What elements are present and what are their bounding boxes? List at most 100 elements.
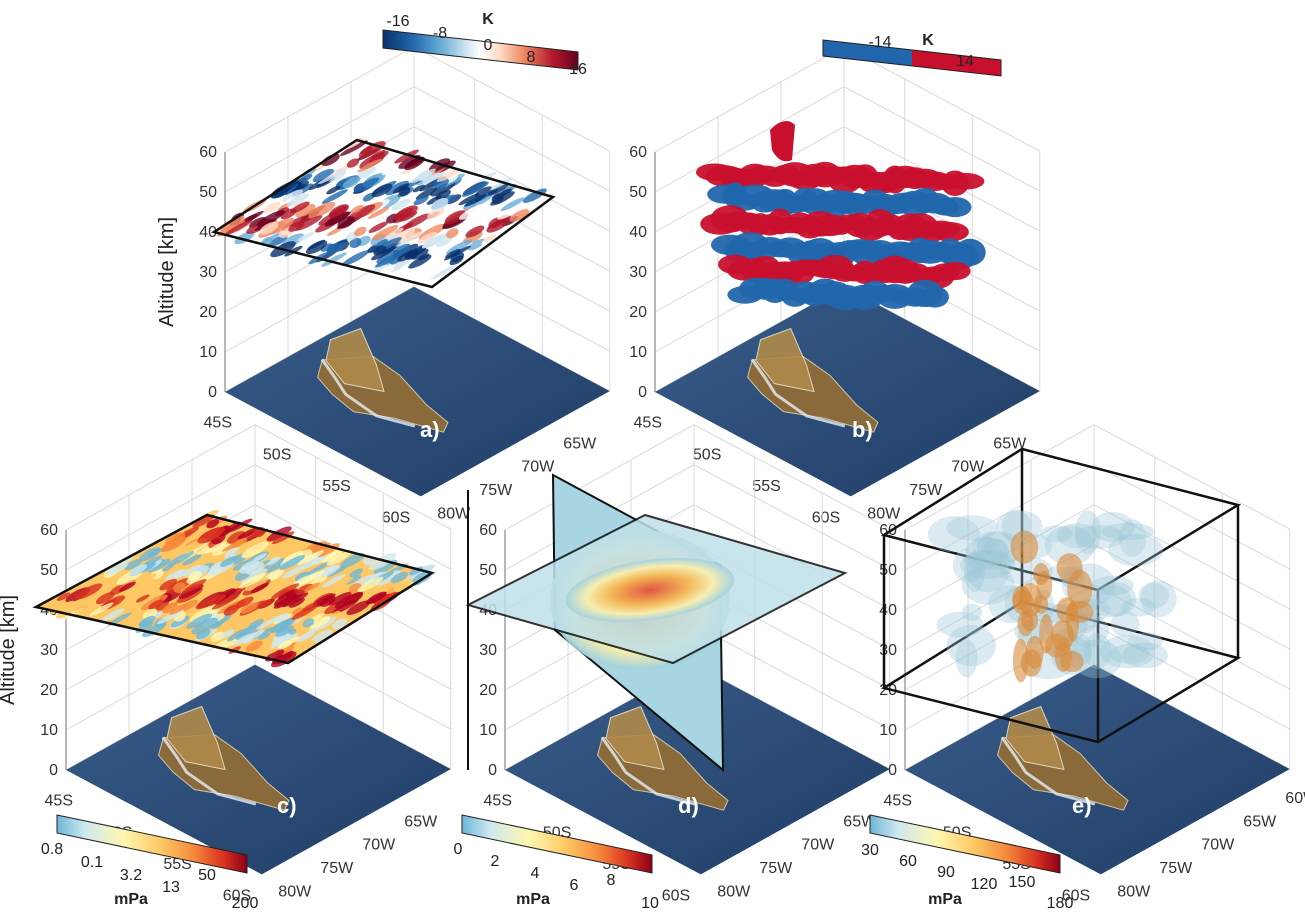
momentum-flux-slice-patch	[219, 629, 235, 639]
temperature-slice-patch	[431, 265, 457, 280]
momentum-flux-slice-patch	[89, 602, 114, 617]
momentum-flux-slice-patch	[406, 564, 436, 581]
altitude-tick-label: 50	[199, 184, 217, 201]
temperature-slice-patch	[308, 201, 336, 219]
temperature-slice-patch	[467, 238, 486, 251]
volume-envelope	[961, 603, 983, 621]
temperature-slice-patch	[347, 204, 376, 222]
momentum-flux-slice-patch	[162, 602, 178, 614]
temperature-slice-patch	[522, 188, 547, 203]
colorbar-tick-label: 3.2	[120, 867, 142, 884]
colorbar-tick-label: 30	[861, 842, 879, 859]
altitude-tick-label: 50	[479, 562, 497, 579]
altitude-tick-label: 10	[879, 722, 897, 739]
temperature-slice-patch	[321, 153, 340, 167]
momentum-flux-slice-patch	[334, 591, 364, 609]
momentum-flux-slice-patch	[167, 550, 195, 567]
momentum-flux-slice-patch	[320, 564, 341, 577]
momentum-flux-slice-patch	[56, 592, 71, 601]
colorbar-b: -14 14 K	[822, 32, 1002, 77]
colorbar-tick-label: -14	[868, 34, 891, 51]
altitude-tick-label: 10	[629, 344, 647, 361]
temperature-slice-patch	[391, 198, 411, 211]
momentum-flux-slice-patch	[262, 558, 287, 574]
colorbar-tick-label: 0	[484, 37, 493, 54]
momentum-flux-slice-patch	[164, 532, 186, 546]
temperature-slice-patch	[418, 173, 430, 181]
longitude-tick-label: 65W	[563, 435, 597, 452]
colorbar-d: 0 2 4 6 8 10 mPa	[454, 814, 659, 912]
temperature-slice-patch	[481, 233, 501, 248]
momentum-flux-slice-patch	[238, 573, 266, 589]
temperature-slice-patch	[298, 174, 313, 183]
panel-b: 0 10 20 30 40 50 60 45S 50S 55S 60S 80W 75W 70W 65W b)	[629, 46, 1041, 527]
temperature-slice-patch	[408, 254, 432, 269]
temperature-slice-patch	[449, 255, 464, 266]
temperature-slice-patch	[382, 165, 399, 176]
map-andes	[755, 327, 815, 393]
temperature-slice-patch	[342, 176, 361, 189]
isosurface-blob	[939, 261, 971, 281]
momentum-flux-slice-patch	[279, 555, 305, 570]
colorbar-tick-label: 8	[527, 49, 536, 66]
altitude-tick-label: 10	[199, 344, 217, 361]
colorbar-e: 30 60 90 120 150 180 mPa	[861, 814, 1073, 912]
momentum-flux-slice-patch	[227, 531, 246, 544]
volume-envelope	[976, 531, 1022, 566]
longitude-tick-label: 65W	[843, 813, 877, 830]
momentum-flux-slice-patch	[169, 603, 188, 615]
temperature-slice-patch	[368, 150, 389, 163]
momentum-flux-slice-patch	[155, 601, 169, 611]
volume-envelope	[927, 516, 980, 553]
temperature-slice-patch	[337, 216, 355, 229]
temperature-slice-patch	[435, 236, 453, 248]
volume-envelope	[1108, 533, 1164, 567]
colorbar-c: 0.8 0.1 3.2 13 50 200 mPa	[41, 814, 258, 912]
volume-envelope	[960, 550, 1016, 579]
altitude-tick-label: 0	[888, 762, 897, 779]
isosurface-blob	[945, 172, 985, 190]
momentum-flux-slice-patch	[253, 553, 267, 562]
momentum-flux-slice-patch	[357, 576, 384, 592]
momentum-flux-slice-patch	[129, 573, 157, 589]
altitude-tick-label: 50	[40, 562, 58, 579]
altitude-tick-label: 0	[638, 384, 647, 401]
momentum-flux-slice-patch	[196, 628, 211, 640]
volume-core	[1033, 562, 1050, 585]
map-glaciers	[161, 736, 257, 806]
temperature-slice-patch	[328, 204, 349, 218]
temperature-slice-patch	[326, 185, 341, 195]
isosurface-blob	[938, 197, 972, 218]
momentum-flux-slice-patch	[214, 588, 243, 605]
map-ocean	[655, 286, 1040, 497]
colorbar-tick-label: 60	[899, 853, 917, 870]
temperature-slice-patch	[488, 183, 509, 196]
colorbar-d-ramp	[461, 814, 653, 874]
colorbar-tick-label: 14	[956, 53, 974, 70]
temperature-slice-patch	[220, 215, 245, 231]
temperature-slice-patch	[326, 226, 344, 236]
momentum-flux-slice-patch	[73, 602, 90, 614]
temperature-slice-patch	[386, 227, 404, 238]
volume-envelope	[1091, 575, 1134, 596]
momentum-flux-slice-patch	[181, 579, 207, 594]
panel-label: c)	[277, 793, 297, 818]
momentum-flux-slice-patch	[349, 568, 363, 578]
momentum-flux-slice-patch	[232, 632, 257, 646]
momentum-flux-slice-patch	[332, 618, 348, 630]
momentum-flux-slice-patch	[211, 543, 231, 556]
volume-envelope	[1140, 580, 1177, 618]
volume-envelope	[1044, 525, 1095, 566]
temperature-slice-patch	[444, 210, 466, 225]
momentum-flux-slice-patch	[138, 615, 156, 627]
temperature-slice-patch	[430, 198, 449, 211]
latitude-tick-label: 45S	[204, 415, 232, 432]
temperature-slice-patch	[371, 149, 386, 159]
momentum-flux-slice-patch	[129, 564, 147, 576]
colorbar-tick-label: 8	[607, 872, 616, 889]
panel-label: b)	[852, 417, 873, 442]
volume-envelope	[1096, 582, 1137, 617]
temperature-slice-patch	[405, 231, 422, 242]
panel-c: 010203040506045S50S55S60S80W75W70W65Wc)A…	[0, 424, 452, 905]
